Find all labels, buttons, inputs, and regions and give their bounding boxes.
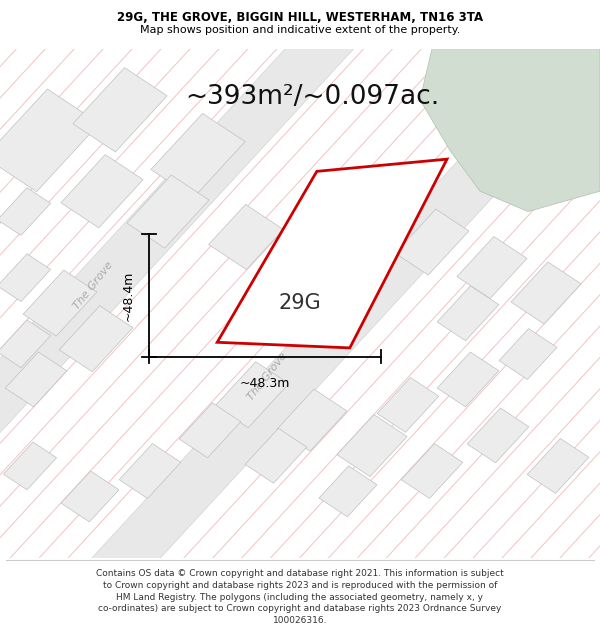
Polygon shape xyxy=(73,68,167,152)
Polygon shape xyxy=(4,442,56,490)
Polygon shape xyxy=(0,254,50,301)
Polygon shape xyxy=(0,188,50,236)
Polygon shape xyxy=(245,428,307,483)
Polygon shape xyxy=(437,352,499,407)
Polygon shape xyxy=(0,0,523,625)
Text: 29G: 29G xyxy=(278,293,322,313)
Polygon shape xyxy=(457,236,527,299)
Text: Map shows position and indicative extent of the property.: Map shows position and indicative extent… xyxy=(140,25,460,35)
Text: 100026316.: 100026316. xyxy=(273,616,327,625)
Polygon shape xyxy=(127,175,209,248)
Text: 29G, THE GROVE, BIGGIN HILL, WESTERHAM, TN16 3TA: 29G, THE GROVE, BIGGIN HILL, WESTERHAM, … xyxy=(117,11,483,24)
Polygon shape xyxy=(337,414,407,477)
Polygon shape xyxy=(59,306,133,372)
Text: Contains OS data © Crown copyright and database right 2021. This information is : Contains OS data © Crown copyright and d… xyxy=(96,569,504,578)
Text: ~48.3m: ~48.3m xyxy=(240,377,290,390)
Polygon shape xyxy=(61,471,119,522)
Polygon shape xyxy=(5,352,67,407)
Text: co-ordinates) are subject to Crown copyright and database rights 2023 Ordnance S: co-ordinates) are subject to Crown copyr… xyxy=(98,604,502,613)
Polygon shape xyxy=(151,113,245,198)
Polygon shape xyxy=(437,286,499,341)
Polygon shape xyxy=(377,378,439,432)
Polygon shape xyxy=(217,159,447,348)
Text: The Grove: The Grove xyxy=(245,351,289,403)
Polygon shape xyxy=(467,408,529,463)
Polygon shape xyxy=(61,154,143,228)
Polygon shape xyxy=(420,49,600,211)
Text: ~393m²/~0.097ac.: ~393m²/~0.097ac. xyxy=(185,84,439,111)
Polygon shape xyxy=(401,444,463,499)
Polygon shape xyxy=(179,403,241,458)
Polygon shape xyxy=(215,362,289,428)
Polygon shape xyxy=(499,329,557,379)
Polygon shape xyxy=(119,444,181,499)
Polygon shape xyxy=(395,209,469,275)
Polygon shape xyxy=(209,204,283,269)
Polygon shape xyxy=(319,466,377,517)
Text: ~48.4m: ~48.4m xyxy=(122,270,135,321)
Polygon shape xyxy=(0,89,100,192)
Polygon shape xyxy=(277,389,347,451)
Text: to Crown copyright and database rights 2023 and is reproduced with the permissio: to Crown copyright and database rights 2… xyxy=(103,581,497,590)
Polygon shape xyxy=(511,262,581,324)
Text: The Grove: The Grove xyxy=(71,259,115,311)
Polygon shape xyxy=(0,320,50,368)
Polygon shape xyxy=(23,270,97,336)
Text: HM Land Registry. The polygons (including the associated geometry, namely x, y: HM Land Registry. The polygons (includin… xyxy=(116,592,484,602)
Polygon shape xyxy=(527,439,589,493)
